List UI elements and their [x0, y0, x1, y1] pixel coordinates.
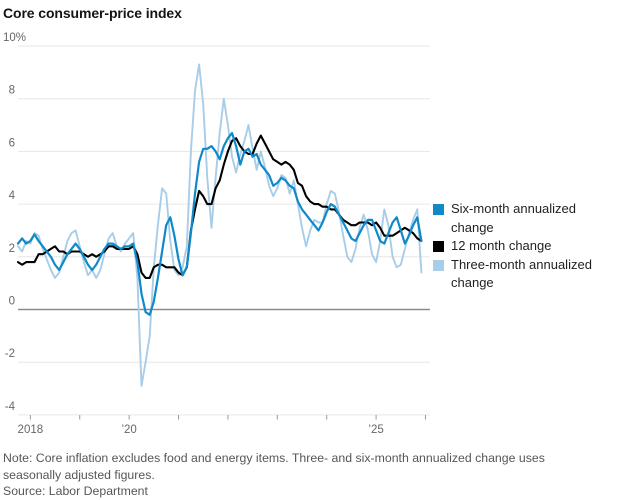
- y-axis-label: 6: [9, 137, 15, 149]
- line-twelve-month: [16, 134, 423, 279]
- y-axis-label: 0: [9, 296, 15, 308]
- x-axis-label: 2018: [18, 424, 44, 436]
- legend-label-twelve-month: 12 month change: [451, 238, 552, 253]
- legend-swatch-twelve-month-icon: [433, 241, 444, 252]
- legend-item-three-month: Three-month annualized change: [433, 256, 619, 293]
- legend-item-six-month: Six-month annualized change: [433, 200, 619, 237]
- x-axis-label: ’25: [368, 424, 383, 436]
- legend-label-six-month: Six-month annualized change: [451, 201, 577, 235]
- y-axis-label: 2: [9, 243, 15, 255]
- x-axis-label: ’20: [121, 424, 136, 436]
- chart-title: Core consumer-price index: [3, 5, 182, 21]
- line-six-month: [16, 131, 423, 316]
- legend-swatch-six-month-icon: [433, 204, 444, 215]
- legend: Six-month annualized change 12 month cha…: [433, 200, 619, 293]
- chart-source: Source: Labor Department: [3, 484, 148, 498]
- legend-swatch-three-month-icon: [433, 259, 444, 271]
- y-axis-label: 10%: [3, 32, 26, 44]
- chart-note: Note: Core inflation excludes food and e…: [3, 451, 545, 482]
- y-axis-label: -2: [5, 348, 15, 360]
- legend-label-three-month: Three-month annualized change: [451, 256, 592, 291]
- legend-item-twelve-month: 12 month change: [433, 237, 619, 256]
- y-axis-label: 8: [9, 85, 15, 97]
- line-three-month: [17, 63, 423, 387]
- y-axis-label: -4: [5, 401, 16, 413]
- y-axis-label: 4: [9, 190, 16, 202]
